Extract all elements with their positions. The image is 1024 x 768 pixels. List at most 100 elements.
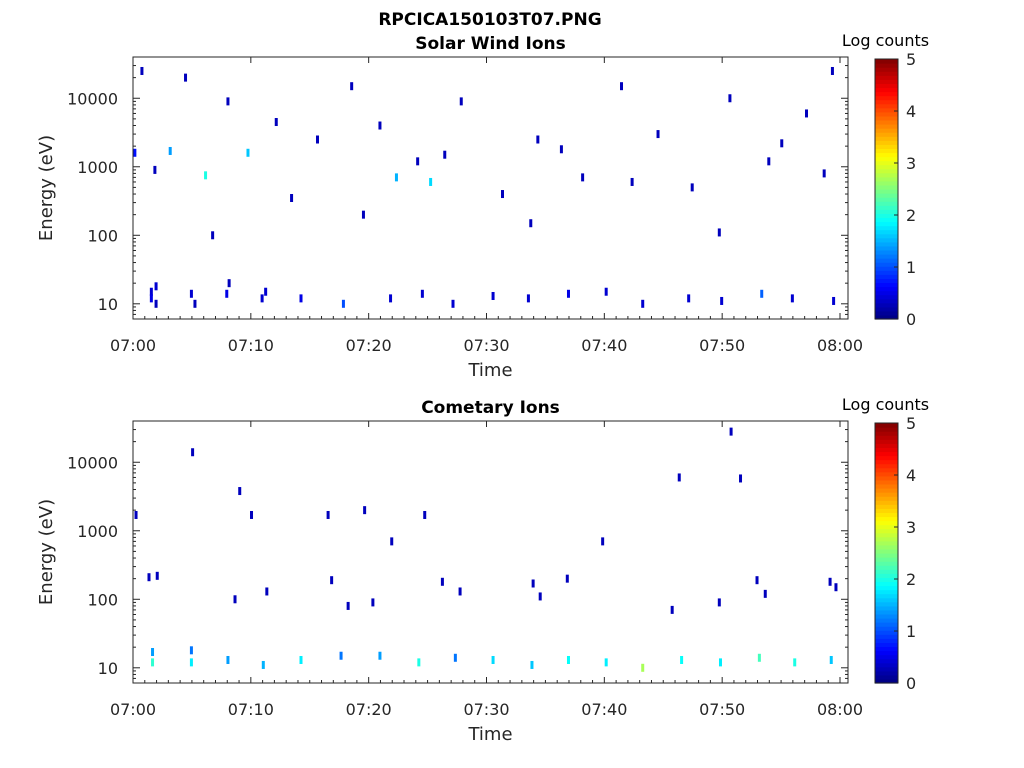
colorbar-tick-label: 2 bbox=[906, 570, 916, 589]
data-pixel bbox=[500, 190, 504, 199]
colorbar-segment bbox=[875, 634, 898, 639]
data-pixel bbox=[739, 474, 743, 483]
data-pixel bbox=[805, 109, 809, 118]
data-pixel bbox=[225, 289, 229, 298]
data-pixel bbox=[530, 660, 534, 669]
data-pixel bbox=[339, 651, 343, 660]
x-tick-label: 07:40 bbox=[581, 700, 627, 719]
colorbar-segment bbox=[875, 674, 898, 680]
data-pixel bbox=[566, 289, 570, 298]
colorbar-segment bbox=[875, 282, 898, 288]
data-pixel bbox=[822, 169, 826, 178]
colorbar-segment bbox=[875, 254, 898, 259]
colorbar-tick-label: 3 bbox=[906, 154, 916, 173]
data-pixel bbox=[656, 130, 660, 139]
colorbar-segment bbox=[875, 152, 898, 158]
data-pixel bbox=[417, 658, 421, 667]
colorbar-segment bbox=[875, 314, 898, 320]
data-pixel bbox=[153, 165, 157, 174]
colorbar-segment bbox=[875, 63, 898, 68]
data-pixel bbox=[389, 294, 393, 303]
data-pixel bbox=[526, 294, 530, 303]
x-tick-label: 07:40 bbox=[581, 336, 627, 355]
y-tick-label: 10 bbox=[98, 295, 118, 314]
colorbar-segment bbox=[875, 266, 898, 271]
colorbar-segment bbox=[875, 451, 898, 457]
colorbar-segment bbox=[875, 79, 898, 84]
data-pixel bbox=[834, 583, 838, 592]
colorbar-title: Log counts bbox=[842, 395, 929, 414]
colorbar-segment bbox=[875, 164, 898, 170]
data-pixel bbox=[394, 173, 398, 182]
data-pixel bbox=[458, 587, 462, 596]
data-pixel bbox=[566, 655, 570, 664]
colorbar-segment bbox=[875, 209, 898, 214]
figure-title: RPCICA150103T07.PNG bbox=[378, 10, 601, 30]
colorbar-segment bbox=[875, 302, 898, 308]
axes-frame bbox=[132, 420, 849, 684]
data-pixel bbox=[717, 598, 721, 607]
colorbar-segment bbox=[875, 205, 898, 210]
colorbar-segment bbox=[875, 459, 898, 465]
colorbar-segment bbox=[875, 577, 898, 583]
data-pixel bbox=[832, 296, 836, 305]
colorbar-segment bbox=[875, 504, 898, 509]
data-pixel bbox=[211, 231, 215, 240]
data-pixel bbox=[440, 577, 444, 586]
data-pixel bbox=[378, 651, 382, 660]
data-pixel bbox=[828, 577, 832, 586]
x-axis-label: Time bbox=[467, 724, 512, 745]
colorbar-segment bbox=[875, 548, 898, 554]
y-tick-label: 10000 bbox=[67, 453, 118, 472]
axes-frame bbox=[132, 56, 849, 320]
colorbar-segment bbox=[875, 544, 898, 550]
data-pixel bbox=[133, 148, 137, 157]
data-pixel bbox=[154, 282, 158, 291]
data-pixel bbox=[780, 139, 784, 148]
colorbar-segment bbox=[875, 678, 898, 684]
colorbar-segment bbox=[875, 132, 898, 137]
y-tick-label: 100 bbox=[87, 590, 118, 609]
data-pixel bbox=[559, 145, 563, 154]
colorbar-segment bbox=[875, 75, 898, 80]
x-tick-label: 07:00 bbox=[110, 700, 156, 719]
data-pixel bbox=[155, 571, 159, 580]
data-pixel bbox=[538, 592, 542, 601]
colorbar-frame bbox=[874, 422, 899, 684]
data-pixel bbox=[760, 289, 764, 298]
colorbar-tick-label: 0 bbox=[906, 310, 916, 329]
colorbar-segment bbox=[875, 609, 898, 615]
data-pixel bbox=[250, 510, 254, 519]
colorbar-segment bbox=[875, 479, 898, 485]
colorbar-segment bbox=[875, 524, 898, 530]
data-pixel bbox=[299, 655, 303, 664]
colorbar-segment bbox=[875, 483, 898, 489]
data-pixel bbox=[601, 537, 605, 546]
data-pixel bbox=[531, 579, 535, 588]
colorbar-segment bbox=[875, 95, 898, 101]
data-pixel bbox=[151, 648, 155, 657]
panel-title: Cometary Ions bbox=[421, 398, 560, 418]
colorbar-segment bbox=[875, 103, 898, 109]
data-pixel bbox=[755, 576, 759, 585]
data-pixel bbox=[341, 299, 345, 308]
data-pixel bbox=[226, 97, 230, 106]
colorbar-segment bbox=[875, 156, 898, 162]
y-tick-label: 1000 bbox=[77, 158, 118, 177]
colorbar-segment bbox=[875, 670, 898, 676]
colorbar-segment bbox=[875, 654, 898, 660]
data-pixel bbox=[264, 287, 268, 296]
data-pixel bbox=[378, 121, 382, 130]
data-pixel bbox=[189, 289, 193, 298]
data-pixel bbox=[147, 573, 151, 582]
data-pixel bbox=[641, 299, 645, 308]
colorbar-segment bbox=[875, 585, 898, 591]
colorbar-segment bbox=[875, 258, 898, 263]
data-pixel bbox=[149, 287, 153, 296]
data-pixel bbox=[416, 157, 420, 166]
data-pixel bbox=[191, 448, 195, 457]
colorbar-tick-label: 5 bbox=[906, 414, 916, 433]
colorbar-segment bbox=[875, 249, 898, 255]
colorbar-segment bbox=[875, 488, 898, 493]
x-tick-label: 07:30 bbox=[463, 700, 509, 719]
